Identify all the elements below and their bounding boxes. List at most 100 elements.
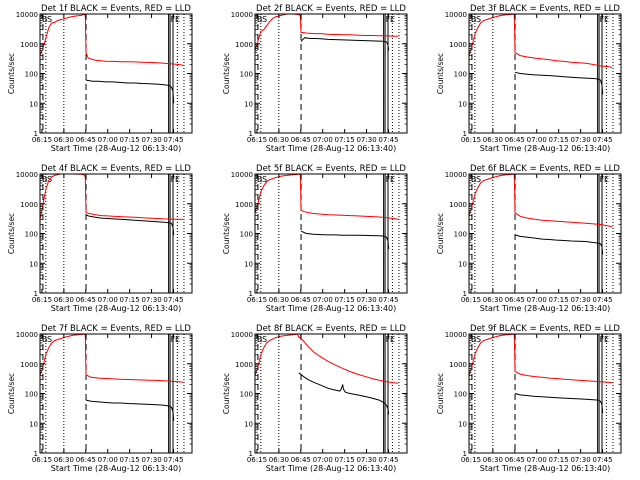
x-tick-label: 07:00 [98, 136, 118, 144]
y-tick-label: 100 [240, 71, 253, 79]
y-tick-label: 100 [454, 231, 467, 239]
marker-label: E [390, 15, 395, 24]
x-tick-label: 07:00 [527, 456, 547, 464]
events-series-line [298, 372, 390, 415]
y-tick-label: 1 [249, 130, 253, 138]
panel-title: Det 4f BLACK = Events, RED = LLD [41, 164, 191, 174]
marker-label: B [42, 335, 48, 344]
y-tick-label: 10000 [445, 11, 467, 19]
events-series-line [300, 37, 390, 51]
marker-label: E [604, 335, 609, 344]
y-axis-label: Counts/sec [436, 213, 445, 254]
x-tick-label: 06:15 [247, 456, 267, 464]
marker-label: E [390, 175, 395, 184]
x-tick-label: 07:45 [163, 296, 183, 304]
x-tick-label: 07:30 [356, 296, 376, 304]
y-tick-label: 100 [240, 231, 253, 239]
y-tick-label: 1 [249, 290, 253, 298]
marker-label: B [257, 15, 263, 24]
y-tick-label: 100 [25, 391, 38, 399]
marker-label: F [386, 175, 391, 184]
x-tick-label: 07:15 [549, 456, 569, 464]
y-axis-label: Counts/sec [436, 373, 445, 414]
y-tick-label: 1000 [20, 41, 38, 49]
x-tick-label: 07:45 [592, 296, 612, 304]
x-tick-label: 06:45 [505, 136, 525, 144]
y-axis-label: Counts/sec [436, 53, 445, 94]
y-tick-label: 100 [454, 391, 467, 399]
plot-frame [39, 13, 193, 134]
marker-label: S [476, 335, 481, 344]
marker-label: S [476, 15, 481, 24]
y-tick-label: 10 [29, 100, 38, 108]
events-series-line [85, 214, 175, 235]
plot-frame [254, 333, 408, 454]
x-axis-label: Start Time (28-Aug-12 06:13:40) [51, 304, 182, 313]
lld-series-line [255, 174, 399, 220]
y-tick-label: 100 [454, 71, 467, 79]
marker-label: S [262, 335, 267, 344]
panel-title: Det 1f BLACK = Events, RED = LLD [41, 4, 191, 14]
y-tick-label: 100 [25, 231, 38, 239]
lld-series-line [469, 14, 613, 68]
y-tick-label: 10000 [231, 171, 253, 179]
marker-label: B [42, 175, 48, 184]
events-series-line [514, 393, 604, 414]
marker-label: F [171, 335, 176, 344]
x-tick-label: 06:30 [54, 456, 74, 464]
x-tick-label: 06:30 [269, 136, 289, 144]
y-axis-label: Counts/sec [7, 53, 16, 94]
x-tick-label: 07:45 [378, 456, 398, 464]
y-tick-label: 1000 [449, 41, 467, 49]
y-tick-label: 100 [240, 391, 253, 399]
marker-label: S [476, 175, 481, 184]
y-tick-label: 1 [34, 290, 38, 298]
marker-label: F [386, 335, 391, 344]
x-axis-label: Start Time (28-Aug-12 06:13:40) [51, 144, 182, 153]
x-tick-label: 07:30 [570, 296, 590, 304]
x-tick-label: 07:15 [120, 456, 140, 464]
x-tick-label: 07:45 [592, 136, 612, 144]
x-tick-label: 06:15 [247, 136, 267, 144]
y-tick-label: 10 [458, 100, 467, 108]
events-series-line [300, 230, 390, 250]
panel-title: Det 9f BLACK = Events, RED = LLD [470, 324, 620, 334]
panel-title: Det 7f BLACK = Events, RED = LLD [41, 324, 191, 334]
x-tick-label: 06:30 [54, 296, 74, 304]
x-tick-label: 06:15 [461, 136, 481, 144]
x-tick-label: 07:00 [527, 136, 547, 144]
y-tick-label: 10000 [16, 171, 38, 179]
x-tick-label: 06:15 [461, 456, 481, 464]
lld-series-line [255, 334, 399, 384]
x-tick-label: 06:15 [32, 456, 52, 464]
y-tick-label: 10 [244, 420, 253, 428]
x-tick-label: 06:45 [291, 296, 311, 304]
x-tick-label: 06:45 [76, 456, 96, 464]
plot-frame [468, 333, 622, 454]
x-tick-label: 06:15 [32, 136, 52, 144]
x-tick-label: 07:45 [163, 136, 183, 144]
panel-title: Det 8f BLACK = Events, RED = LLD [256, 324, 406, 334]
x-tick-label: 06:45 [291, 456, 311, 464]
y-tick-label: 1 [463, 450, 467, 458]
y-tick-label: 10000 [231, 11, 253, 19]
x-tick-label: 07:15 [549, 136, 569, 144]
x-tick-label: 07:45 [592, 456, 612, 464]
x-tick-label: 07:00 [527, 296, 547, 304]
x-tick-label: 07:30 [141, 296, 161, 304]
y-tick-label: 10 [244, 100, 253, 108]
lld-series-line [469, 334, 613, 384]
x-tick-label: 07:45 [378, 136, 398, 144]
x-tick-label: 07:30 [570, 456, 590, 464]
marker-label: F [386, 15, 391, 24]
marker-label: B [471, 15, 477, 24]
x-axis-label: Start Time (28-Aug-12 06:13:40) [266, 464, 397, 473]
y-axis-label: Counts/sec [7, 213, 16, 254]
marker-label: F [171, 175, 176, 184]
marker-label: B [471, 175, 477, 184]
